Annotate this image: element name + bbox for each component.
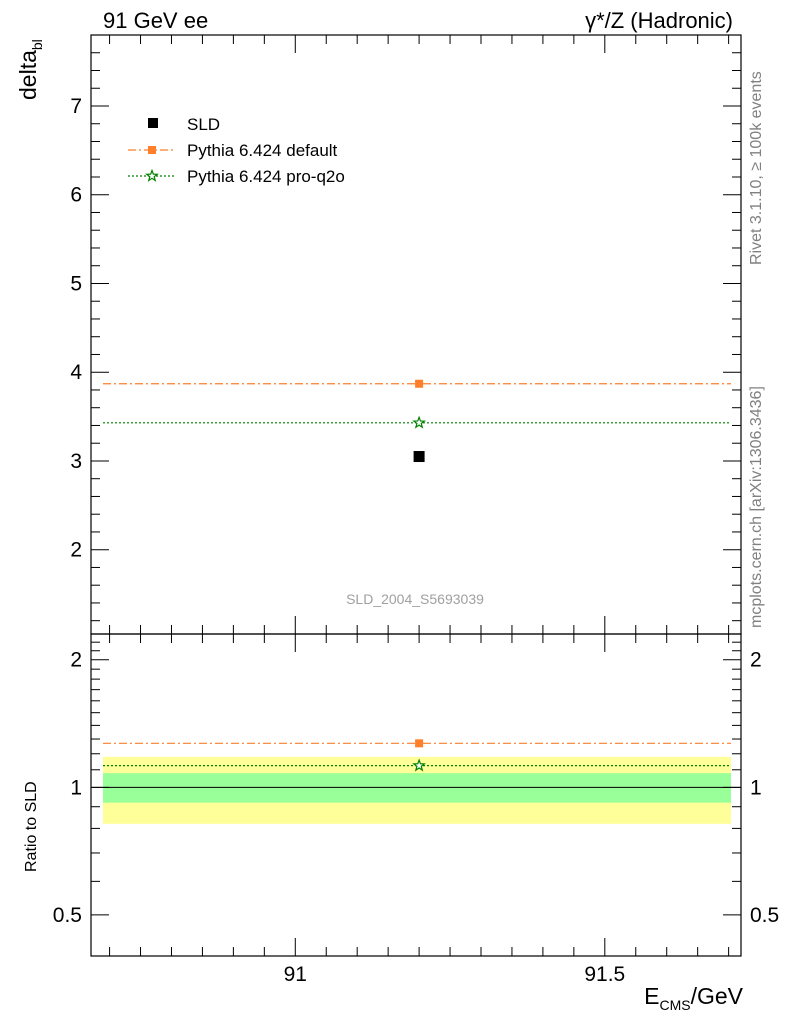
xlabel-base: E: [644, 983, 659, 1009]
ratio-point-pythia-default: [415, 739, 424, 748]
main-ylabel-sub: bl: [29, 39, 45, 50]
y-tick-label: 2: [70, 539, 82, 562]
legend-item-pythia-proq2o: Pythia 6.424 pro-q2o: [128, 167, 345, 186]
analysis-id: SLD_2004_S5693039: [346, 591, 484, 607]
y-tick-label: 7: [70, 95, 82, 118]
y-tick-label: 4: [70, 361, 82, 384]
legend-marker-sld: [148, 118, 158, 128]
legend-label-pythia-proq2o: Pythia 6.424 pro-q2o: [187, 167, 345, 186]
main-ylabel: deltabl: [15, 39, 45, 100]
legend-label-sld: SLD: [187, 115, 220, 134]
xlabel: ECMS/GeV: [644, 983, 744, 1013]
rivet-note: Rivet 3.1.10, ≥ 100k events: [748, 71, 765, 265]
legend-item-sld: SLD: [148, 115, 220, 134]
ratio-point-pythia-proq2o: [412, 758, 426, 772]
ratio-y-tick-label-right: 0.5: [750, 904, 779, 927]
y-tick-label: 3: [70, 450, 82, 473]
legend-item-pythia-default: Pythia 6.424 default: [128, 141, 338, 160]
legend-marker-pythia-default: [148, 146, 156, 154]
x-tick-label: 91.5: [584, 963, 625, 986]
legend: SLD Pythia 6.424 default Pythia 6.424 pr…: [128, 115, 345, 186]
ratio-y-tick-label: 2: [70, 649, 82, 672]
ratio-y-tick-label-right: 2: [750, 649, 762, 672]
x-tick-label: 91: [284, 963, 307, 986]
header-right: γ*/Z (Hadronic): [585, 8, 733, 33]
mcplots-note: mcplots.cern.ch [arXiv:1306.3436]: [748, 386, 765, 628]
ratio-ylabel: Ratio to SLD: [23, 781, 40, 872]
ratio-y-tick-label: 1: [70, 776, 82, 799]
ratio-frame: [90, 633, 742, 957]
data-point-sld: [413, 451, 425, 463]
main-ylabel-base: delta: [15, 50, 41, 100]
ratio-y-tick-label-right: 1: [750, 776, 762, 799]
ratio-band-inner: [103, 773, 731, 803]
ratio-plot-area: 0.5 0.5 1 1 2 2 91 91.5: [53, 633, 779, 986]
data-point-pythia-proq2o: [412, 415, 426, 429]
y-tick-label: 6: [70, 184, 82, 207]
legend-label-pythia-default: Pythia 6.424 default: [187, 141, 338, 160]
header-left: 91 GeV ee: [103, 8, 208, 33]
xlabel-suffix: /GeV: [691, 983, 744, 1009]
xlabel-sub: CMS: [659, 997, 690, 1013]
ratio-y-tick-label: 0.5: [53, 904, 82, 927]
main-plot-area: 2 3 4 5 6 7: [70, 34, 742, 635]
y-tick-label: 5: [70, 272, 82, 295]
legend-marker-pythia-proq2o: [145, 168, 159, 182]
data-point-pythia-default: [415, 379, 424, 388]
